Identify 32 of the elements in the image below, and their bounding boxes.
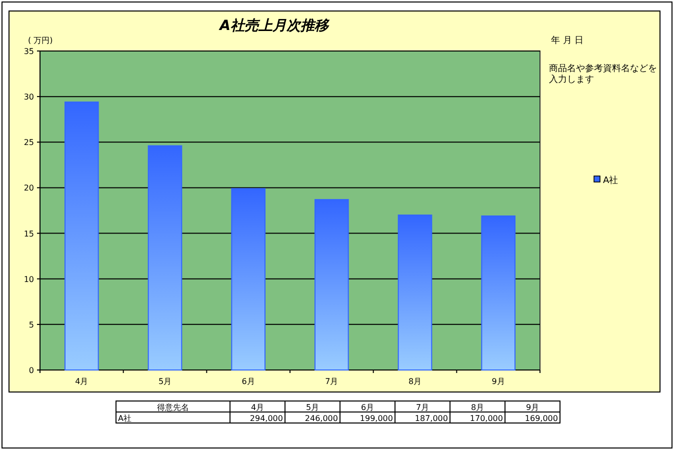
legend-label: A社: [603, 175, 618, 186]
category-label: 5月: [306, 403, 320, 412]
y-tick-label: 0: [28, 366, 34, 375]
y-tick-label: 20: [24, 184, 34, 193]
x-tick-label: 4月: [75, 377, 88, 386]
text: 170,000: [470, 414, 503, 423]
y-tick-label: 25: [24, 138, 34, 148]
text: 169,000: [524, 414, 558, 423]
x-tick-label: 8月: [408, 377, 422, 386]
text: 199,000: [360, 414, 393, 423]
x-tick-label: 5月: [158, 377, 172, 386]
category-label: 4月: [250, 403, 264, 412]
text: 246,000: [304, 414, 338, 423]
x-tick-label: 6月: [242, 377, 255, 386]
text: 294,000: [250, 414, 283, 423]
category-label: 8月: [470, 403, 484, 412]
y-tick-label: 35: [24, 47, 34, 56]
chart-title: A社売上月次推移: [218, 18, 330, 34]
text: 年 月 日: [551, 35, 584, 46]
category-label: 9月: [526, 403, 540, 412]
category-label: 6月: [360, 403, 374, 412]
category-label: 7月: [416, 403, 430, 412]
y-axis-title: ( 万円): [28, 36, 53, 45]
y-tick-label: 5: [28, 320, 34, 330]
y-tick-label: 30: [24, 92, 34, 102]
text: 得意先名: [157, 403, 189, 412]
y-tick-label: 10: [24, 274, 34, 284]
text: A社: [118, 414, 132, 423]
x-tick-label: 9月: [492, 377, 505, 386]
x-tick-label: 7月: [325, 377, 338, 386]
y-tick-label: 15: [24, 229, 34, 238]
text: 187,000: [414, 414, 448, 423]
